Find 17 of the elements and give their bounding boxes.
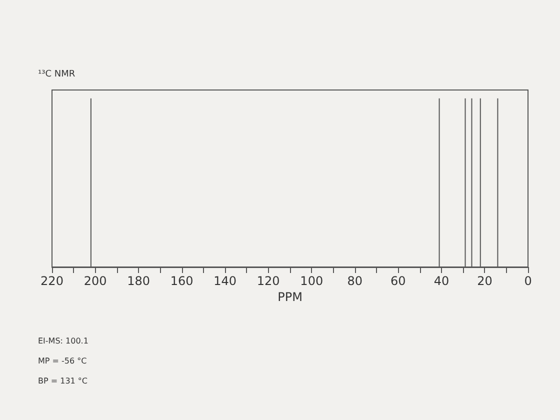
- x-tick-label: 180: [127, 274, 150, 288]
- x-tick-label: 80: [347, 274, 363, 288]
- x-tick-label: 40: [434, 274, 450, 288]
- x-tick-label: 20: [477, 274, 492, 288]
- x-tick-label: 200: [84, 274, 107, 288]
- x-tick-label: 120: [256, 274, 280, 288]
- chart-title: ¹³C NMR: [38, 70, 76, 80]
- x-tick-label: 0: [524, 274, 532, 288]
- text: MP = -56 °C: [38, 356, 88, 366]
- x-tick-label: 100: [300, 274, 324, 288]
- x-tick-label: 140: [214, 274, 237, 288]
- x-tick-label: 60: [390, 274, 406, 288]
- x-tick-label: 220: [40, 274, 64, 288]
- x-tick-label: 160: [170, 274, 194, 288]
- x-axis-title: PPM: [278, 290, 302, 304]
- text: BP = 131 °C: [38, 376, 88, 386]
- text: EI-MS: 100.1: [38, 336, 88, 346]
